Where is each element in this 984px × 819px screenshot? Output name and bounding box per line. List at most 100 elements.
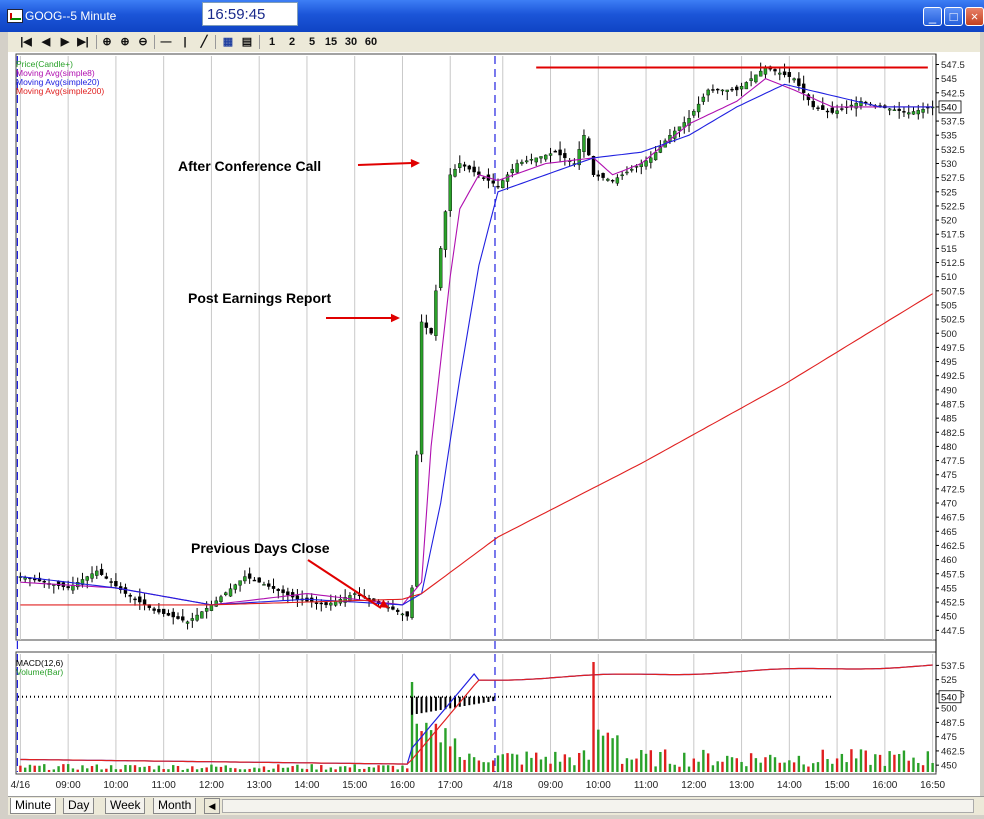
scroll-left-button[interactable]: ◀: [204, 798, 220, 814]
volume-bar: [463, 759, 466, 772]
volume-bar: [86, 768, 89, 772]
interval-5-icon[interactable]: 5: [308, 36, 316, 48]
y-tick-label: 490: [941, 385, 957, 396]
x-tick-label: 12:00: [681, 780, 706, 791]
x-tick-label: 4/16: [11, 780, 31, 791]
volume-bar: [673, 764, 676, 772]
forward-icon[interactable]: ▶: [60, 36, 70, 48]
volume-bar: [835, 758, 839, 772]
horizontal-scrollbar[interactable]: [222, 799, 974, 813]
candle-body: [219, 596, 223, 603]
y-tick-label: 512.5: [941, 258, 965, 269]
volume-bar: [434, 723, 438, 772]
moving-average-line: [20, 77, 933, 606]
candle-body: [133, 598, 137, 601]
interval-30-icon[interactable]: 30: [344, 36, 358, 48]
maximize-button[interactable]: □: [944, 7, 963, 26]
volume-bar: [200, 768, 204, 772]
volume-bar: [821, 749, 824, 772]
interval-60-icon[interactable]: 60: [364, 36, 378, 48]
price-panel-frame: [15, 53, 937, 641]
interval-2-icon[interactable]: 2: [288, 36, 296, 48]
macd-line: [20, 664, 933, 765]
candle-body: [907, 112, 911, 115]
volume-bar: [415, 723, 418, 772]
x-tick-label: 17:00: [438, 780, 463, 791]
volume-bar: [501, 754, 504, 772]
zoom-out-icon[interactable]: ⊖: [138, 36, 148, 48]
close-button[interactable]: ×: [965, 7, 984, 26]
volume-bar: [692, 758, 696, 772]
y-tick-label: 520: [941, 216, 957, 227]
moving-average-line: [20, 293, 933, 606]
candle-body: [233, 584, 238, 590]
zoom-in-icon[interactable]: ⊕: [120, 36, 130, 48]
tab-day[interactable]: Day: [63, 798, 95, 814]
minimize-button[interactable]: _: [923, 7, 942, 26]
y-tick-label: 537.5: [941, 117, 965, 128]
back-icon[interactable]: ◀: [41, 36, 51, 48]
indicator-legend-entry: Volume(Bar): [16, 667, 63, 677]
candle-body: [701, 96, 706, 102]
candle-body: [42, 580, 46, 583]
candle-body: [481, 177, 486, 179]
chart-svg[interactable]: 4/16 09:00 10:00 11:00 12:00 13:00 14:00 15:00 1…: [8, 52, 980, 796]
macd-histogram-bar: [492, 696, 495, 702]
tab-minute[interactable]: Minute: [10, 798, 57, 814]
chart-area[interactable]: 4/16 09:00 10:00 11:00 12:00 13:00 14:00 15:00 1…: [8, 52, 980, 796]
volume-bar: [878, 754, 882, 772]
volume-bar: [907, 760, 910, 772]
y-tick-label: 487.5: [941, 400, 965, 411]
last-icon[interactable]: ▶|: [77, 36, 89, 48]
candle-body: [195, 614, 199, 621]
volume-bar: [334, 769, 337, 772]
volume-bar: [721, 761, 724, 772]
y-tick-label: 525: [941, 187, 957, 198]
volume-bar: [711, 765, 715, 772]
candle-body: [190, 618, 195, 621]
trendline-icon[interactable]: ╱: [200, 36, 208, 48]
annotation-arrow: [307, 559, 382, 609]
volume-bar: [635, 758, 638, 772]
candle-body: [859, 101, 863, 106]
y-tick-label: 485: [941, 414, 957, 425]
vertical-line-icon[interactable]: |: [183, 36, 187, 48]
candle-body: [782, 71, 787, 76]
candle-body: [472, 166, 476, 173]
y-tick-label: 472.5: [941, 484, 965, 495]
properties-icon[interactable]: ▤: [241, 36, 253, 48]
y-tick-label: 477.5: [941, 456, 965, 467]
x-tick-label: 10:00: [586, 780, 611, 791]
book-icon[interactable]: ▦: [222, 36, 234, 48]
tab-week[interactable]: Week: [105, 798, 146, 814]
tab-month[interactable]: Month: [153, 798, 197, 814]
candle-body: [276, 588, 280, 591]
volume-bar: [520, 764, 524, 772]
y-tick-label: 510: [941, 272, 957, 283]
first-icon[interactable]: |◀: [20, 36, 32, 48]
toolbar-separator: [154, 35, 155, 49]
interval-15-icon[interactable]: 15: [324, 36, 338, 48]
candle-body: [601, 173, 605, 178]
volume-bar: [749, 753, 753, 772]
candle-body: [400, 613, 405, 616]
volume-bar: [62, 764, 65, 772]
candle-body: [544, 154, 548, 160]
volume-bar: [453, 738, 457, 772]
macd-signal-line: [20, 664, 933, 765]
candle-body: [243, 576, 247, 582]
volume-bar: [396, 769, 399, 772]
last-value-label: 540: [941, 692, 957, 703]
volume-bar: [668, 763, 672, 772]
zoom-icon[interactable]: ⊕: [102, 36, 112, 48]
volume-bar: [90, 766, 94, 772]
candle-body: [467, 165, 472, 170]
interval-1-icon[interactable]: 1: [268, 36, 276, 48]
volume-bar: [869, 764, 872, 772]
volume-bar: [382, 765, 385, 772]
horizontal-line-icon[interactable]: —: [160, 36, 172, 48]
volume-bar: [129, 765, 132, 772]
candle-body: [787, 72, 792, 77]
y-tick-label: 452.5: [941, 598, 965, 609]
candle-body: [711, 89, 715, 91]
